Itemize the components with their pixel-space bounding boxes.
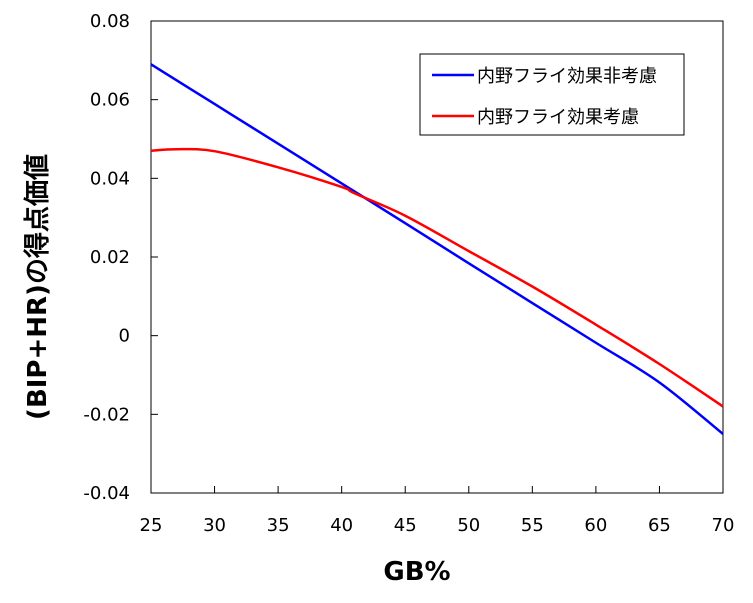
x-tick-label: 45 [394, 515, 417, 536]
y-tick-label: 0.02 [90, 247, 130, 268]
legend-box [419, 53, 685, 136]
x-tick-label: 25 [140, 515, 163, 536]
x-tick-label: 30 [203, 515, 226, 536]
x-tick-label: 55 [521, 515, 544, 536]
y-tick-label: -0.04 [83, 483, 130, 504]
x-tick-label: 60 [584, 515, 607, 536]
y-tick-label: 0.06 [90, 90, 130, 111]
legend-label-1: 内野フライ効果考慮 [477, 107, 639, 128]
series-line-0 [150, 63, 724, 435]
x-tick-label: 40 [330, 515, 353, 536]
y-tick-label: 0.08 [90, 11, 130, 32]
y-axis-title: (BIP+HR)の得点価値 [22, 154, 53, 420]
y-tick-label: 0 [119, 326, 130, 347]
x-axis-ticks: 25 30 35 40 45 50 55 60 65 70 [140, 486, 735, 536]
series-lines [150, 63, 724, 435]
x-tick-label: 70 [712, 515, 735, 536]
legend-label-0: 内野フライ効果非考慮 [477, 66, 657, 87]
x-tick-label: 65 [648, 515, 671, 536]
y-tick-label: -0.02 [83, 404, 130, 425]
x-tick-label: 35 [267, 515, 290, 536]
y-axis-ticks: 0.08 0.06 0.04 0.02 0 -0.02 -0.04 [83, 11, 158, 504]
x-tick-label: 50 [457, 515, 480, 536]
y-tick-label: 0.04 [90, 168, 130, 189]
series-line-1 [150, 147, 724, 408]
legend: 内野フライ効果非考慮 内野フライ効果考慮 [419, 53, 685, 136]
x-axis-title: GB% [383, 557, 450, 587]
